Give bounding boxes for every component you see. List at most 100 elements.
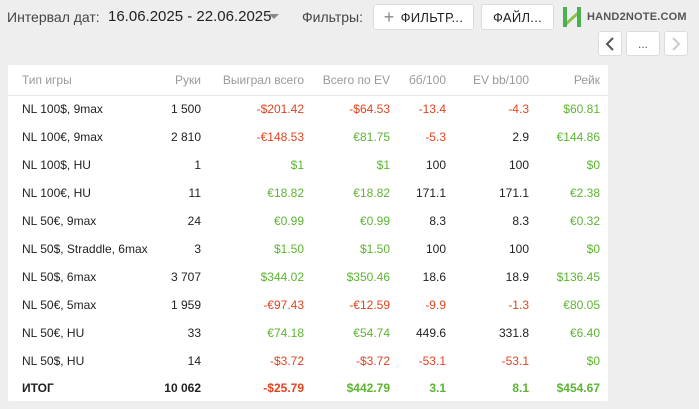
- cell-ev: €54.74: [353, 326, 390, 340]
- column-header-hands[interactable]: Руки: [148, 65, 209, 96]
- table-row[interactable]: NL 50$, HU 14 -$3.72 -$3.72 -53.1 -53.1 $0: [8, 347, 608, 375]
- cell-won: $1: [290, 158, 304, 172]
- cell-rake: $454.67: [556, 381, 600, 395]
- column-header-bb100[interactable]: бб/100: [398, 65, 454, 96]
- logo-text: HAND2NOTE.COM: [587, 11, 687, 23]
- table-row[interactable]: NL 50€, HU 33 €74.18 €54.74 449.6 331.8 €6.40: [8, 319, 608, 347]
- table-row[interactable]: NL 100€, HU 11 €18.82 €18.82 171.1 171.1 €2.38: [8, 179, 608, 207]
- table-row[interactable]: NL 100$, HU 1 $1 $1 100 100 $0: [8, 151, 608, 179]
- cell-won: €0.99: [273, 214, 304, 228]
- cell-ev-bb100: 171.1: [498, 186, 529, 200]
- column-header-won[interactable]: Выиграл всего: [209, 65, 312, 96]
- cell-ev-bb100: 18.9: [505, 270, 529, 284]
- cell-game-type: NL 100$, HU: [22, 158, 91, 172]
- cell-ev-bb100: 2.9: [512, 130, 529, 144]
- cell-bb100: 100: [425, 158, 446, 172]
- cell-bb100: 3.1: [429, 381, 446, 395]
- cell-bb100: -9.9: [425, 298, 446, 312]
- hand2note-logo-icon: [563, 7, 581, 27]
- cell-ev-bb100: 8.3: [512, 214, 529, 228]
- cell-ev-bb100: 100: [508, 158, 529, 172]
- chevron-right-icon: [672, 36, 681, 51]
- cell-game-type: NL 50€, HU: [22, 326, 85, 340]
- table-row[interactable]: NL 100$, 9max 1 500 -$201.42 -$64.53 -13.4 -4…: [8, 95, 608, 123]
- cell-ev: €0.99: [359, 214, 390, 228]
- prev-page-button[interactable]: [598, 31, 622, 56]
- cell-ev-bb100: -4.3: [508, 102, 529, 117]
- cell-hands: 1 959: [170, 298, 201, 312]
- cell-bb100: -5.3: [425, 130, 446, 144]
- table-header-row: Тип игры Руки Выиграл всего Всего по EV …: [8, 65, 608, 96]
- filters-label: Фильтры:: [302, 9, 363, 25]
- more-options-button[interactable]: ...: [626, 31, 660, 56]
- cell-rake: $0: [586, 158, 600, 172]
- cell-ev: $442.79: [346, 381, 390, 395]
- cell-bb100: 18.6: [422, 270, 446, 284]
- game-stats-table: Тип игры Руки Выиграл всего Всего по EV …: [8, 65, 608, 401]
- cell-game-type: NL 50$, HU: [22, 354, 85, 368]
- cell-rake: €6.40: [569, 326, 600, 340]
- column-header-rake[interactable]: Рейк: [537, 65, 608, 96]
- cell-ev: €18.82: [353, 186, 390, 200]
- table-row[interactable]: NL 50$, 6max 3 707 $344.02 $350.46 18.6 18.9 $…: [8, 263, 608, 291]
- cell-hands: 2 810: [170, 130, 201, 144]
- cell-rake: $0: [586, 354, 600, 368]
- chevron-down-icon[interactable]: [269, 14, 279, 19]
- cell-ev: $1: [376, 158, 390, 172]
- filters-button[interactable]: + ФИЛЬТР...: [373, 4, 474, 30]
- files-button[interactable]: ФАЙЛ...: [481, 4, 554, 30]
- column-header-ev[interactable]: Всего по EV: [312, 65, 398, 96]
- cell-ev-bb100: 100: [508, 242, 529, 256]
- cell-game-type: NL 50€, 5max: [22, 298, 97, 312]
- cell-ev-bb100: -1.3: [508, 298, 529, 312]
- cell-game-type: NL 100€, HU: [22, 186, 91, 200]
- table-row[interactable]: NL 50€, 5max 1 959 -€97.43 -€12.59 -9.9 -1.3 €…: [8, 291, 608, 319]
- cell-won: -$201.42: [256, 102, 304, 117]
- cell-hands: 14: [187, 354, 201, 368]
- cell-game-type: ИТОГ: [22, 381, 54, 395]
- cell-rake: €0.32: [569, 214, 600, 228]
- cell-won: €18.82: [267, 186, 304, 200]
- toolbar: Интервал дат: 16.06.2025 - 22.06.2025 Фи…: [0, 0, 699, 56]
- cell-hands: 33: [187, 326, 201, 340]
- cell-rake: €2.38: [569, 186, 600, 200]
- cell-ev: €81.75: [353, 130, 390, 144]
- cell-won: -€148.53: [256, 130, 304, 144]
- column-header-game-type[interactable]: Тип игры: [8, 65, 148, 96]
- files-button-label: ФАЙЛ...: [492, 9, 543, 25]
- date-range-selector[interactable]: 16.06.2025 - 22.06.2025: [108, 8, 272, 25]
- cell-won: -€97.43: [263, 298, 304, 312]
- stats-panel: Тип игры Руки Выиграл всего Всего по EV …: [8, 65, 608, 401]
- cell-rake: $60.81: [563, 102, 600, 117]
- table-row[interactable]: NL 50$, Straddle, 6max 3 $1.50 $1.50 100 100 $…: [8, 235, 608, 263]
- cell-rake: €80.05: [563, 298, 600, 312]
- cell-ev: -€12.59: [349, 298, 390, 312]
- chevron-left-icon: [605, 36, 614, 51]
- cell-bb100: 100: [425, 242, 446, 256]
- cell-hands: 3 707: [170, 270, 201, 284]
- cell-ev: $1.50: [359, 242, 390, 256]
- cell-hands: 11: [188, 186, 201, 200]
- cell-ev-bb100: -53.1: [501, 354, 529, 368]
- cell-ev-bb100: 8.1: [512, 381, 529, 395]
- plus-icon: +: [383, 7, 395, 27]
- table-total-row[interactable]: ИТОГ 10 062 -$25.79 $442.79 3.1 8.1 $454.67: [8, 375, 608, 401]
- date-interval-label: Интервал дат:: [7, 9, 100, 25]
- cell-game-type: NL 50$, Straddle, 6max: [22, 242, 148, 256]
- cell-won: $1.50: [273, 242, 304, 256]
- cell-ev: $350.46: [346, 270, 390, 284]
- cell-ev-bb100: 331.8: [498, 326, 529, 340]
- cell-bb100: 8.3: [429, 214, 446, 228]
- cell-game-type: NL 50$, 6max: [22, 270, 97, 284]
- cell-rake: €144.86: [556, 130, 600, 144]
- cell-won: €74.18: [267, 326, 304, 340]
- next-page-button[interactable]: [664, 31, 688, 56]
- column-header-ev-bb100[interactable]: EV bb/100: [454, 65, 537, 96]
- cell-ev: -$3.72: [355, 354, 390, 368]
- cell-bb100: 171.1: [415, 186, 446, 200]
- cell-bb100: 449.6: [415, 326, 446, 340]
- table-row[interactable]: NL 50€, 9max 24 €0.99 €0.99 8.3 8.3 €0.32: [8, 207, 608, 235]
- cell-game-type: NL 100€, 9max: [22, 130, 103, 144]
- cell-game-type: NL 100$, 9max: [22, 102, 103, 117]
- table-row[interactable]: NL 100€, 9max 2 810 -€148.53 €81.75 -5.3 2.9 €…: [8, 123, 608, 151]
